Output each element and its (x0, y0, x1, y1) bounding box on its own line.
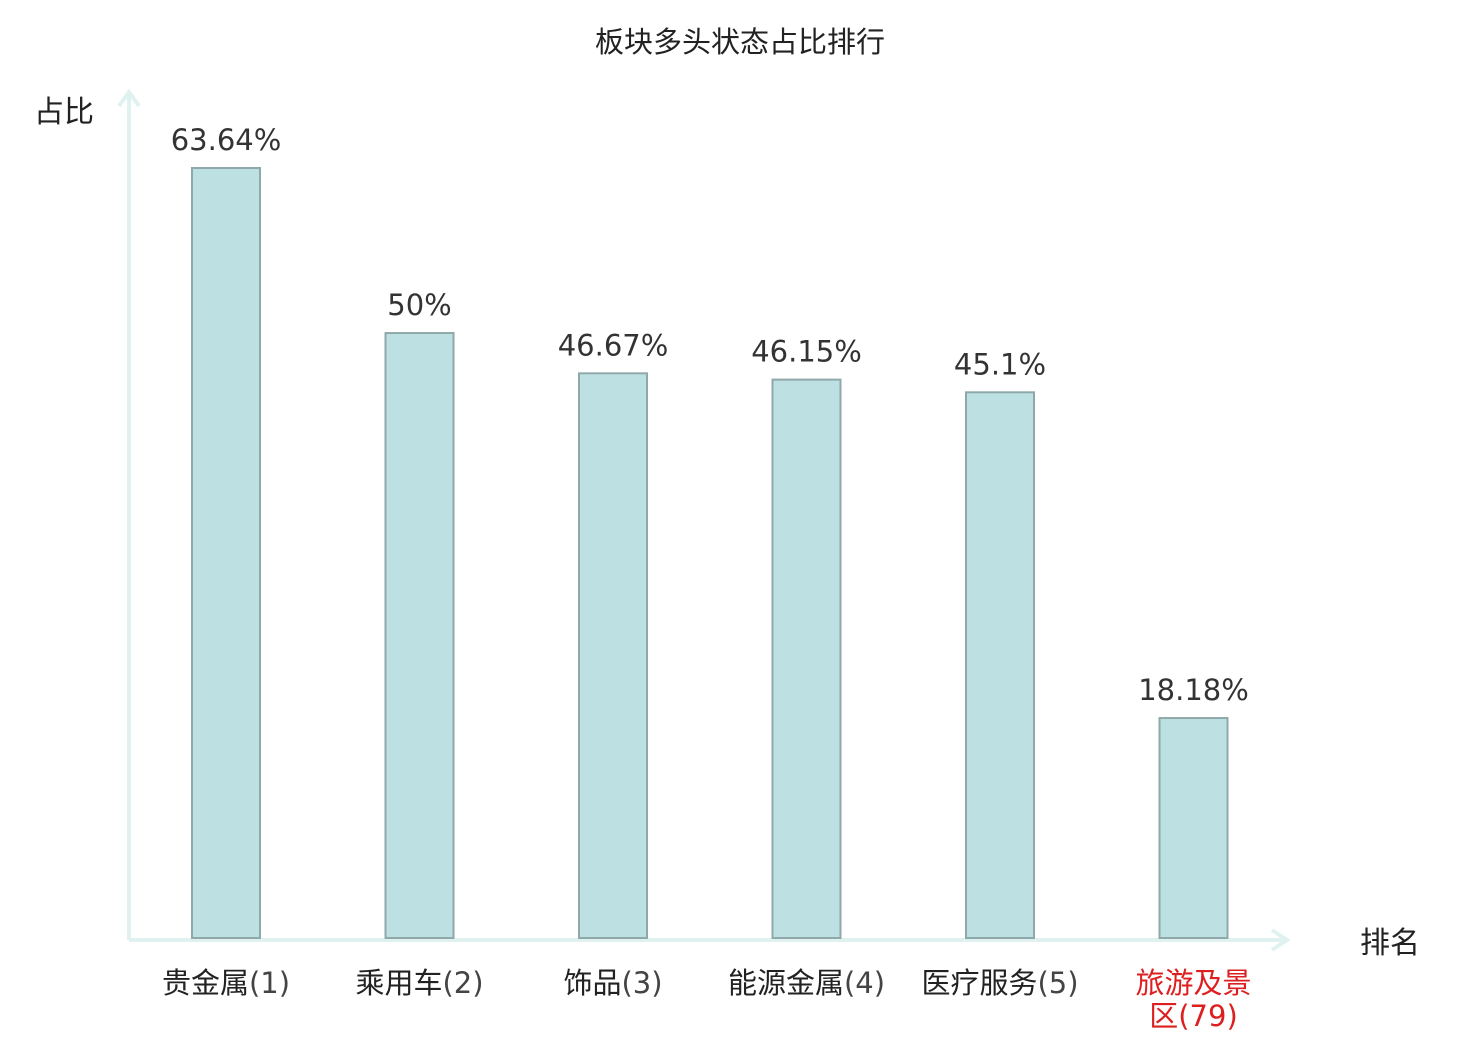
category-rank: (2) (442, 966, 483, 1000)
bar (965, 391, 1035, 939)
category-rank: (4) (844, 966, 885, 1000)
category-rank: (79) (1178, 999, 1238, 1033)
bar (578, 372, 648, 939)
category-label: 饰品(3) (563, 966, 662, 1000)
bars-group (191, 167, 1229, 940)
axes (117, 88, 1291, 952)
category-label: 医疗服务(5) (921, 966, 1078, 1000)
category-name: 能源金属 (728, 966, 844, 1000)
category-label: 区(79) (1149, 999, 1238, 1033)
bar-value-label: 63.64% (171, 123, 282, 157)
bar (384, 332, 455, 940)
category-label: 旅游及景 (1135, 966, 1251, 1000)
chart-title: 板块多头状态占比排行 (595, 25, 885, 59)
category-rank: (1) (249, 966, 290, 1000)
category-rank: (5) (1037, 966, 1078, 1000)
y-axis-arrow (117, 88, 141, 108)
category-label: 贵金属(1) (162, 966, 290, 1000)
bar (771, 378, 842, 940)
x-axis-arrow (1270, 928, 1291, 952)
category-label: 能源金属(4) (728, 966, 885, 1000)
category-name: 贵金属 (162, 966, 249, 1000)
bar-value-label: 18.18% (1138, 673, 1249, 707)
bar-value-label: 50% (387, 288, 451, 322)
bar (191, 167, 261, 939)
value-labels-group: 63.64% 50% 46.67% 46.15% 45.1% 18.18% (171, 123, 1249, 707)
bar-value-label: 46.15% (751, 335, 862, 369)
category-label: 乘用车(2) (355, 966, 483, 1000)
bar-value-label: 45.1% (954, 347, 1046, 381)
bar-value-label: 46.67% (558, 328, 669, 362)
bar (1158, 717, 1229, 939)
category-name: 饰品 (563, 966, 621, 1000)
category-name: 乘用车 (355, 966, 442, 1000)
x-axis-label: 排名 (1360, 926, 1420, 961)
category-rank: (3) (621, 966, 662, 1000)
category-name: 医疗服务 (921, 966, 1037, 1000)
category-name: 区 (1149, 999, 1178, 1033)
y-axis-label: 占比 (34, 95, 94, 130)
